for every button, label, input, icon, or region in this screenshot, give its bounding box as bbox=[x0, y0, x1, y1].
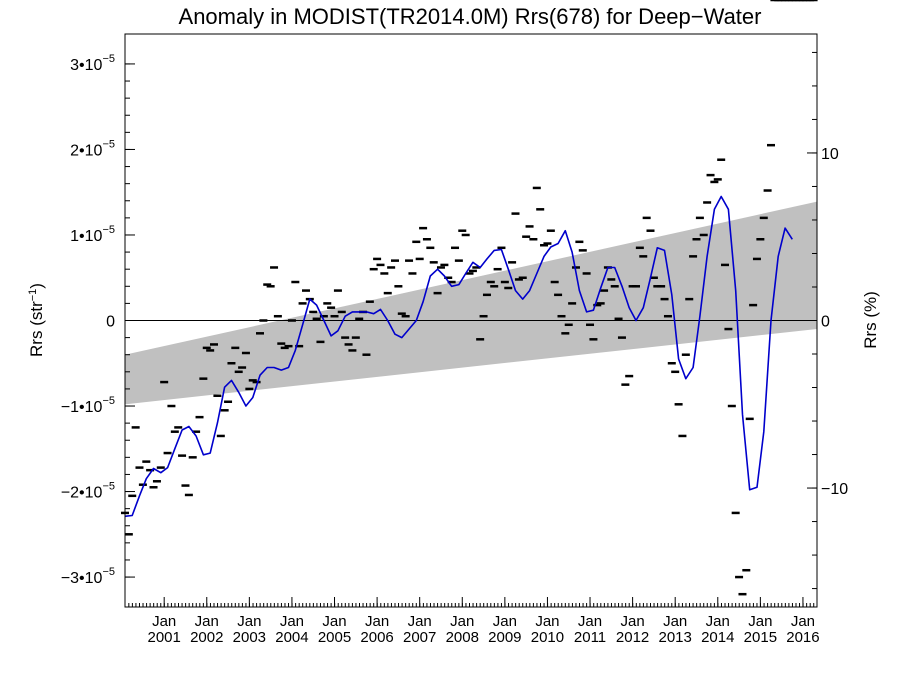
x-tick-month: Jan bbox=[322, 613, 346, 630]
x-tick-month: Jan bbox=[450, 613, 474, 630]
x-tick-year: 2004 bbox=[275, 629, 308, 646]
x-tick-month: Jan bbox=[493, 613, 517, 630]
y-left-tick-label: 1•10−5 bbox=[70, 224, 115, 245]
x-tick-year: 2011 bbox=[574, 629, 606, 646]
x-tick-year: 2002 bbox=[190, 629, 223, 646]
y-left-tick-label: 0 bbox=[106, 314, 115, 331]
smoothed-series-line bbox=[124, 195, 793, 518]
y-right-tick-label: 0 bbox=[821, 314, 830, 331]
x-tick-month: Jan bbox=[621, 613, 645, 630]
x-tick-year: 2003 bbox=[233, 629, 266, 646]
x-tick-year: 2012 bbox=[616, 629, 649, 646]
x-tick-month: Jan bbox=[365, 613, 389, 630]
y-left-tick-label: −2•10−5 bbox=[61, 481, 115, 502]
right-y-axis-label: Rrs (%) bbox=[861, 291, 880, 349]
y-left-tick-label: −1•10−5 bbox=[61, 395, 115, 416]
x-tick-month: Jan bbox=[791, 613, 815, 630]
x-tick-month: Jan bbox=[578, 613, 602, 630]
y-right-tick-label: −10 bbox=[821, 481, 848, 498]
left-y-axis-label: Rrs (str−1) bbox=[27, 283, 46, 357]
x-tick-year: 2013 bbox=[659, 629, 692, 646]
x-tick-month: Jan bbox=[748, 613, 772, 630]
confidence-band bbox=[125, 201, 817, 405]
x-tick-year: 2006 bbox=[360, 629, 393, 646]
y-left-tick-label: 2•10−5 bbox=[70, 138, 115, 159]
x-axis: Jan2001Jan2002Jan2003Jan2004Jan2005Jan20… bbox=[128, 597, 820, 646]
x-tick-month: Jan bbox=[280, 613, 304, 630]
y-right-tick-label: 10 bbox=[821, 146, 839, 163]
right-y-axis: 10 0 −10 bbox=[807, 51, 848, 590]
x-tick-month: Jan bbox=[237, 613, 261, 630]
x-tick-year: 2005 bbox=[318, 629, 351, 646]
x-tick-year: 2014 bbox=[701, 629, 734, 646]
x-tick-year: 2015 bbox=[744, 629, 777, 646]
x-tick-month: Jan bbox=[706, 613, 730, 630]
x-tick-month: Jan bbox=[663, 613, 687, 630]
x-tick-month: Jan bbox=[535, 613, 559, 630]
x-tick-month: Jan bbox=[408, 613, 432, 630]
left-y-axis: 3•10−5 2•10−5 1•10−5 0 −1•10−5 −2•10−5 −3•10−5 bbox=[61, 53, 135, 587]
y-left-tick-label: 3•10−5 bbox=[70, 53, 115, 74]
chart-title: Anomaly in MODIST(TR2014.0M) Rrs(678) fo… bbox=[179, 4, 762, 29]
x-tick-year: 2001 bbox=[147, 629, 180, 646]
x-tick-year: 2009 bbox=[488, 629, 521, 646]
x-tick-month: Jan bbox=[195, 613, 219, 630]
y-left-tick-label: −3•10−5 bbox=[61, 566, 115, 587]
x-tick-year: 2007 bbox=[403, 629, 436, 646]
x-tick-year: 2016 bbox=[786, 629, 819, 646]
x-tick-month: Jan bbox=[152, 613, 176, 630]
band-polygon bbox=[125, 201, 817, 405]
x-tick-year: 2008 bbox=[446, 629, 479, 646]
x-tick-year: 2010 bbox=[531, 629, 564, 646]
smoothed-series-layer bbox=[124, 195, 793, 518]
